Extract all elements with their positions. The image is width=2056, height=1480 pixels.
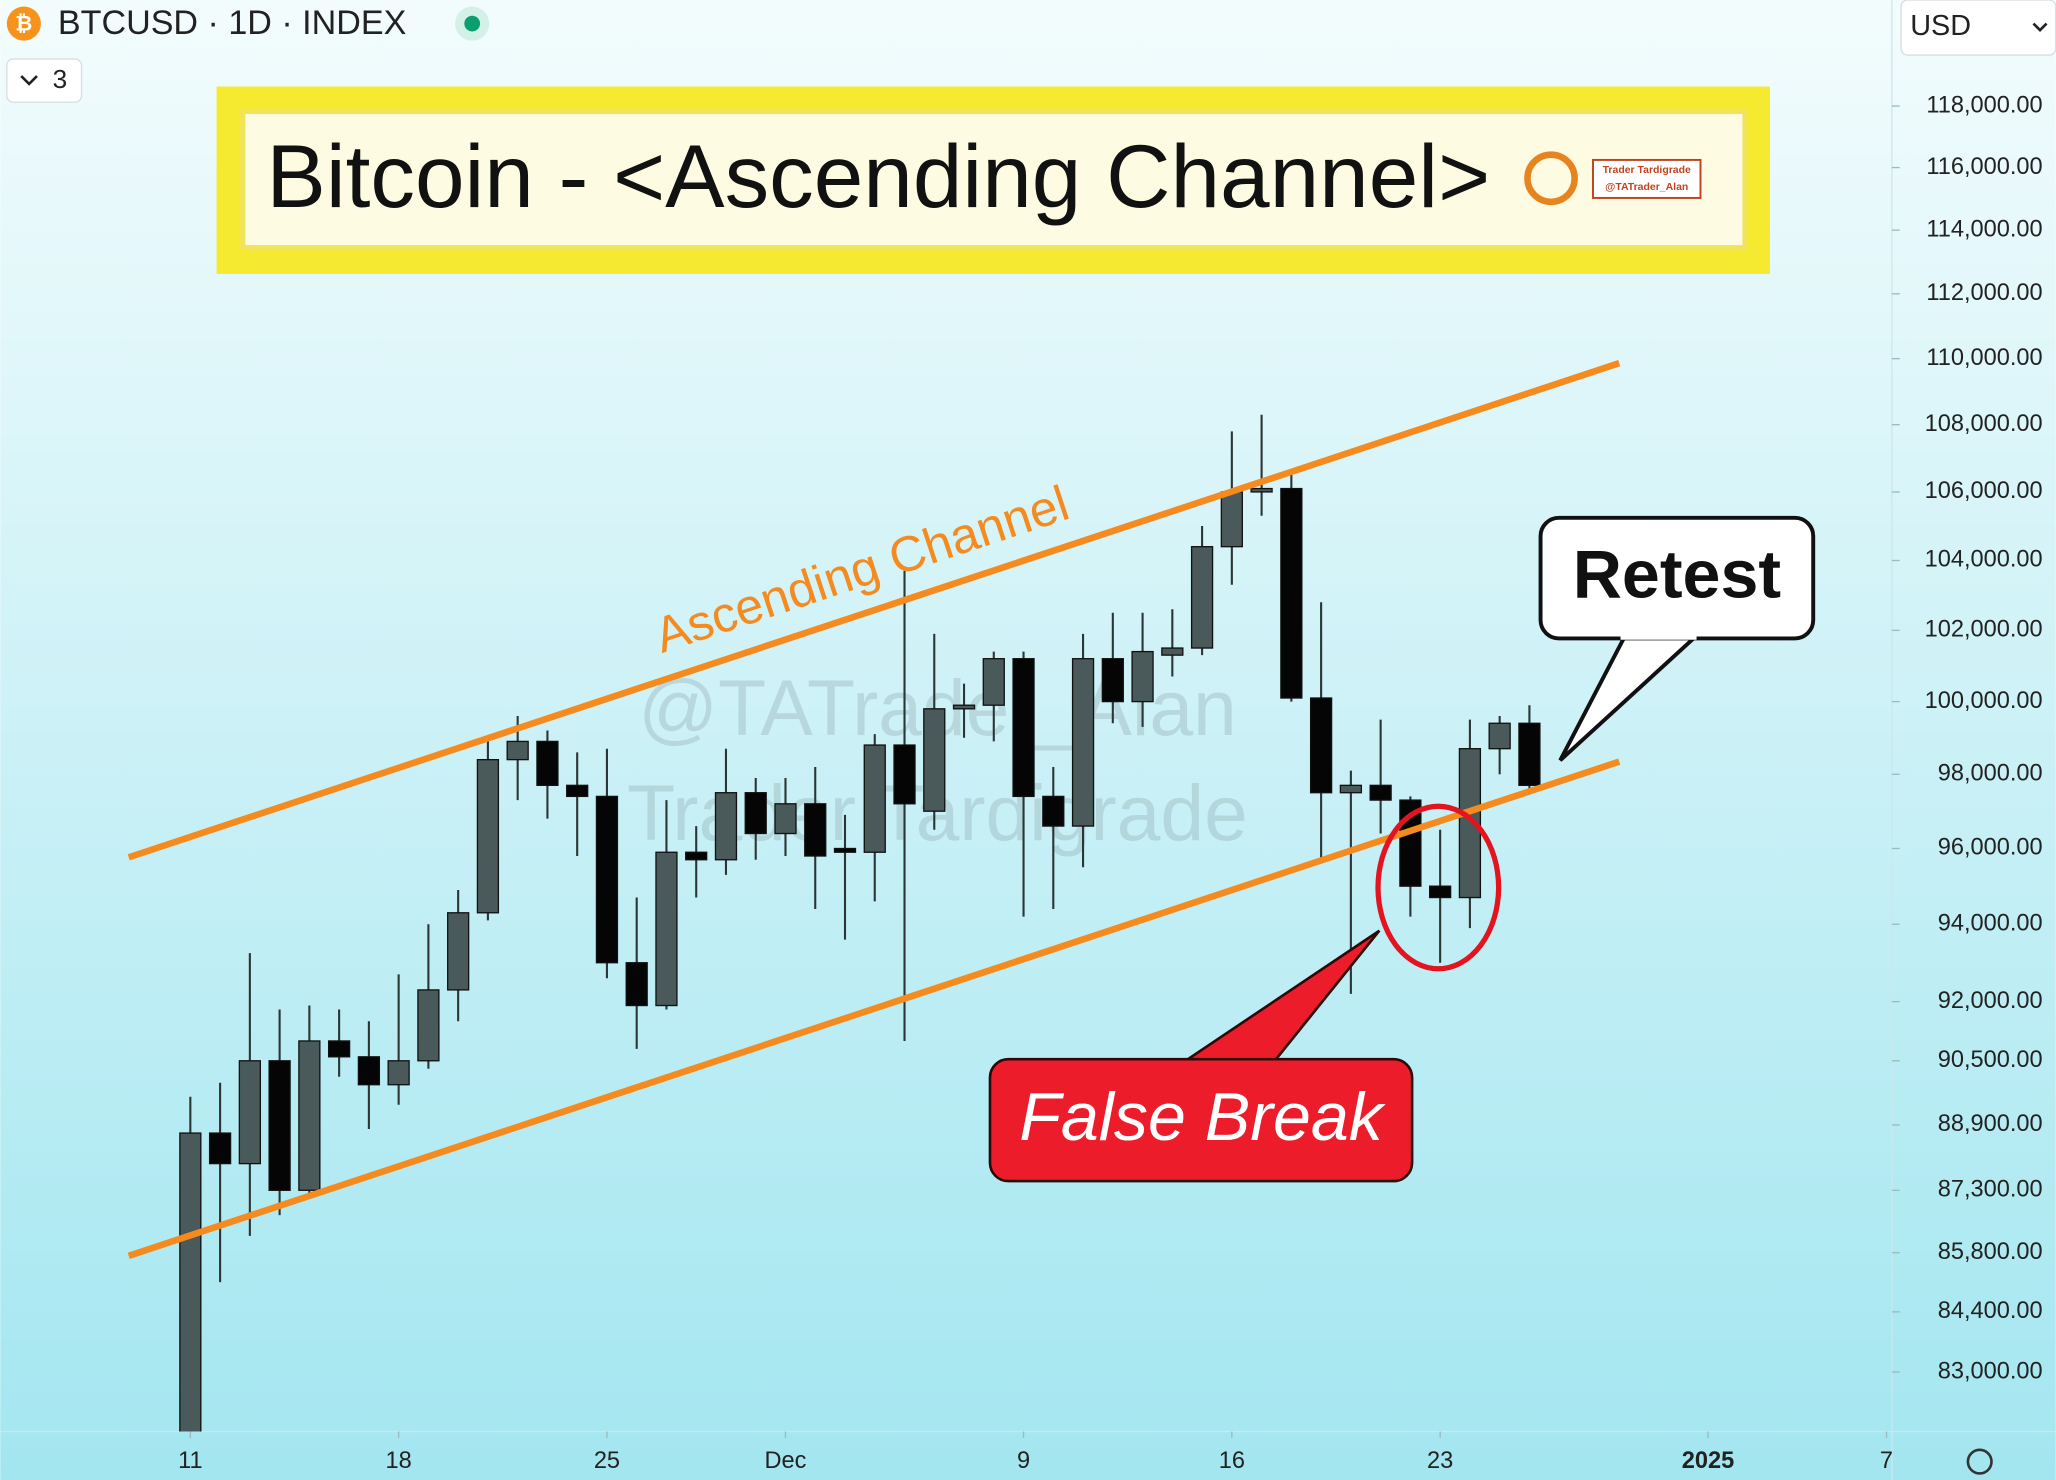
btc-icon-glyph: ₿ bbox=[15, 12, 32, 35]
y-tick-label: 118,000.00 bbox=[1926, 91, 2042, 117]
candle-body bbox=[417, 989, 440, 1062]
candles bbox=[179, 414, 1541, 1432]
candle-body bbox=[566, 784, 589, 798]
y-tick-label: 114,000.00 bbox=[1926, 215, 2042, 241]
y-tick-label: 104,000.00 bbox=[1925, 546, 2043, 572]
y-tick-label: 84,400.00 bbox=[1938, 1297, 2043, 1323]
x-tick-label: 23 bbox=[1427, 1447, 1453, 1473]
candle-body bbox=[1131, 650, 1154, 703]
chevron bbox=[2032, 22, 2048, 33]
candle-body bbox=[625, 962, 648, 1007]
x-tick-label: 7 bbox=[1880, 1447, 1893, 1473]
channel-lower bbox=[127, 758, 1621, 1259]
candle-body bbox=[1190, 546, 1214, 649]
candle-body bbox=[714, 792, 738, 861]
candle-body bbox=[1280, 487, 1303, 699]
candle-body bbox=[179, 1132, 202, 1432]
candle-body bbox=[1339, 784, 1363, 794]
logo-box bbox=[1592, 158, 1702, 199]
y-tick-label: 102,000.00 bbox=[1925, 616, 2043, 642]
candle-body bbox=[863, 744, 886, 853]
candle-body bbox=[208, 1132, 232, 1165]
y-tick-label: 106,000.00 bbox=[1925, 477, 2043, 503]
candle-body bbox=[1250, 487, 1273, 493]
y-tick-label: 98,000.00 bbox=[1938, 760, 2043, 786]
candle-body bbox=[893, 744, 916, 805]
candle-body bbox=[655, 851, 678, 1007]
y-tick-label: 83,000.00 bbox=[1938, 1357, 2043, 1383]
logo-icon bbox=[1524, 151, 1578, 206]
candle-body bbox=[238, 1060, 261, 1165]
candle-body bbox=[1012, 658, 1035, 798]
candle-body bbox=[1518, 722, 1541, 786]
settings-icon[interactable] bbox=[1966, 1448, 1993, 1475]
false-break-circle bbox=[1375, 803, 1502, 972]
y-tick-label: 96,000.00 bbox=[1938, 834, 2043, 860]
candle-body bbox=[952, 704, 976, 710]
candle-body bbox=[1042, 795, 1065, 827]
y-tick-label: 100,000.00 bbox=[1925, 687, 2043, 713]
candle-body bbox=[447, 912, 470, 991]
btc-icon bbox=[6, 6, 41, 41]
layout-count: 3 bbox=[53, 64, 68, 94]
candle-body bbox=[327, 1040, 351, 1058]
y-tick-label: 112,000.00 bbox=[1926, 279, 2042, 305]
candle-body bbox=[1369, 784, 1392, 801]
y-tick-label: 92,000.00 bbox=[1938, 987, 2043, 1013]
title-box bbox=[240, 108, 1748, 251]
candle-body bbox=[982, 658, 1005, 706]
x-tick-label: 2025 bbox=[1682, 1447, 1734, 1473]
y-tick-label: 116,000.00 bbox=[1926, 153, 2042, 179]
chevron bbox=[20, 75, 38, 86]
candle-body bbox=[506, 740, 529, 761]
x-tick-label: Dec bbox=[765, 1447, 807, 1473]
y-tick-label: 108,000.00 bbox=[1925, 410, 2043, 436]
candle-body bbox=[1161, 647, 1184, 656]
candle-body bbox=[1220, 491, 1243, 548]
false-break-box bbox=[988, 1057, 1414, 1183]
candle-body bbox=[268, 1060, 291, 1191]
retest-label: Retest bbox=[1573, 536, 1781, 612]
logo-text: Trader Tardigrade bbox=[1603, 165, 1691, 176]
candle-body bbox=[804, 803, 827, 857]
candle-body bbox=[685, 851, 708, 861]
y-tick-label: 110,000.00 bbox=[1926, 344, 2042, 370]
candle-body bbox=[923, 708, 946, 812]
candle-body bbox=[298, 1040, 321, 1191]
x-tick-label: 18 bbox=[386, 1447, 412, 1473]
candle-body bbox=[595, 795, 619, 964]
candle-body bbox=[387, 1060, 410, 1086]
layout-button[interactable] bbox=[6, 58, 83, 103]
false-break-label: False Break bbox=[1019, 1079, 1386, 1155]
channel-upper bbox=[127, 360, 1621, 861]
y-tick-label: 85,800.00 bbox=[1938, 1238, 2043, 1264]
candle-body bbox=[1309, 697, 1333, 794]
y-tick-label: 90,500.00 bbox=[1938, 1046, 2043, 1072]
x-tick-label: 25 bbox=[594, 1447, 620, 1473]
candle-body bbox=[1488, 722, 1511, 750]
callout-joint bbox=[1620, 629, 1697, 640]
symbol[interactable]: BTCUSD · 1D · INDEX bbox=[58, 4, 407, 42]
logo-text: @TATrader_Alan bbox=[1605, 182, 1688, 193]
x-tick-label: 11 bbox=[178, 1447, 202, 1473]
candle-body bbox=[536, 740, 559, 786]
x-tick-label: 9 bbox=[1017, 1447, 1030, 1473]
status-dot bbox=[464, 15, 481, 32]
y-tick-label: 88,900.00 bbox=[1938, 1110, 2043, 1136]
candle-body bbox=[1071, 658, 1095, 827]
x-tick-label: 16 bbox=[1219, 1447, 1245, 1473]
candle-body bbox=[476, 758, 500, 914]
y-tick-label: 87,300.00 bbox=[1938, 1176, 2043, 1202]
candle-body bbox=[1458, 748, 1482, 899]
chart-title: Bitcoin - <Ascending Channel> bbox=[266, 126, 1490, 226]
candle-body bbox=[744, 792, 767, 835]
currency: USD bbox=[1910, 10, 1971, 42]
y-tick-label: 94,000.00 bbox=[1938, 909, 2043, 935]
candle-body bbox=[1101, 658, 1124, 703]
candle-body bbox=[774, 803, 797, 835]
candle-body bbox=[1429, 885, 1452, 899]
candle-body bbox=[833, 847, 857, 853]
candle-body bbox=[357, 1056, 381, 1086]
